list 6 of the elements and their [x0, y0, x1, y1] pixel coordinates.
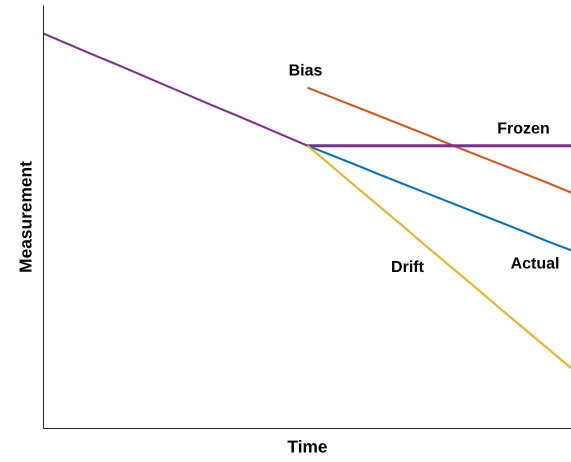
series-label: Bias [288, 62, 322, 80]
series-label: Actual [510, 255, 560, 272]
series-label: Drift [391, 259, 425, 276]
y-axis-title: Measurement [16, 160, 36, 273]
x-axis-title: Time [287, 436, 328, 456]
series-label: Frozen [497, 120, 550, 138]
